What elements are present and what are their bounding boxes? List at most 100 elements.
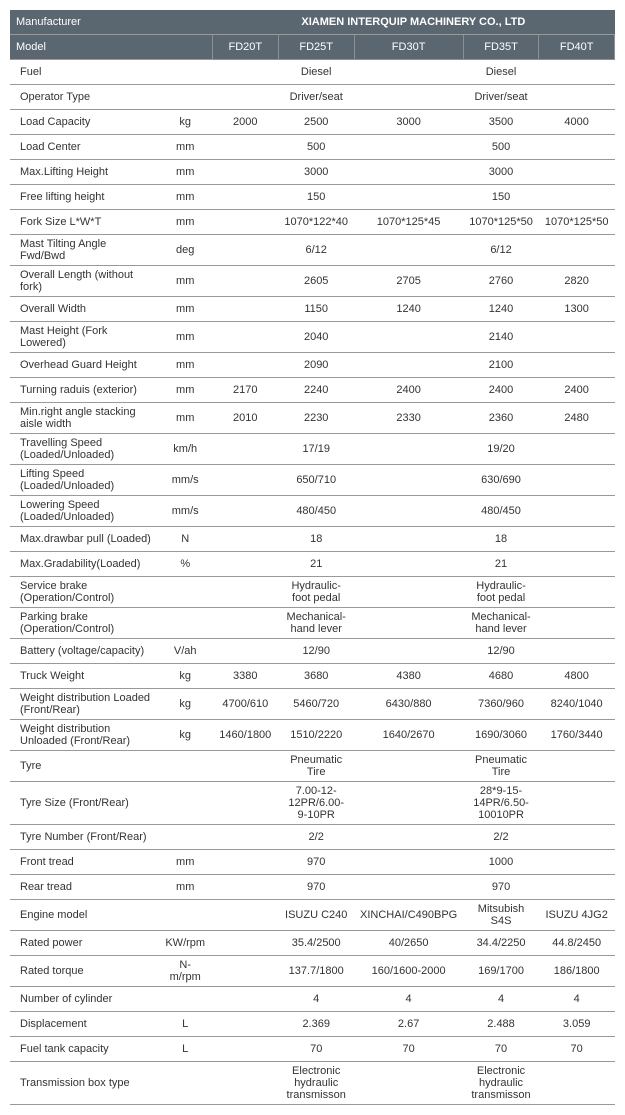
row-value: Driver/seat [278,85,354,110]
row-unit [158,751,212,782]
row-value [354,751,463,782]
table-row: Max.Gradability(Loaded)%2121 [10,552,615,577]
row-value: 4 [278,987,354,1012]
row-unit [158,900,212,931]
row-value: 5460/720 [278,689,354,720]
row-label: Number of cylinder [10,987,158,1012]
row-value: 2000 [212,110,278,135]
row-label: Overhead Guard Height [10,353,158,378]
row-value [539,160,615,185]
row-value [354,496,463,527]
row-value: 3380 [212,664,278,689]
row-value: 7360/960 [463,689,539,720]
row-value: 2010 [212,403,278,434]
row-value: 28*9-15-14PR/6.50-10010PR [463,782,539,825]
row-label: Fuel tank capacity [10,1037,158,1062]
row-value: 3680 [278,664,354,689]
row-value: 3000 [463,160,539,185]
manufacturer-value: XIAMEN INTERQUIP MACHINERY CO., LTD [212,10,614,35]
row-label: Overall Length (without fork) [10,266,158,297]
table-row: Truck Weightkg33803680438046804800 [10,664,615,689]
row-value: 2500 [278,110,354,135]
row-value [539,875,615,900]
table-row: Tyre Size (Front/Rear) 7.00-12-12PR/6.00-… [10,782,615,825]
row-value: Mechanical-hand lever [278,608,354,639]
row-value: 2605 [278,266,354,297]
row-value: 4380 [354,664,463,689]
row-value [354,434,463,465]
table-row: Rear treadmm970970 [10,875,615,900]
row-label: Rear tread [10,875,158,900]
table-row: Lowering Speed (Loaded/Unloaded)mm/s480/… [10,496,615,527]
model-4: FD40T [539,35,615,60]
row-value [354,1062,463,1105]
row-unit: mm [158,378,212,403]
row-value [354,353,463,378]
row-value [539,185,615,210]
row-value [539,85,615,110]
table-row: Engine modelISUZU C240XINCHAI/C490BPGMit… [10,900,615,931]
row-value: 7.00-12-12PR/6.00-9-10PR [278,782,354,825]
model-0: FD20T [212,35,278,60]
table-row: Overall Widthmm1150124012401300 [10,297,615,322]
row-value [354,235,463,266]
row-value: 1510/2220 [278,720,354,751]
row-label: Max.Gradability(Loaded) [10,552,158,577]
row-value [212,900,278,931]
row-value: 2240 [278,378,354,403]
table-row: Min.right angle stacking aisle widthmm20… [10,403,615,434]
row-value: 3000 [354,110,463,135]
row-label: Turning raduis (exterior) [10,378,158,403]
table-row: FuelDieselDiesel [10,60,615,85]
row-unit: mm [158,403,212,434]
row-label: Mast Tilting Angle Fwd/Bwd [10,235,158,266]
row-value [212,160,278,185]
table-row: Service brake (Operation/Control)Hydraul… [10,577,615,608]
row-value: 40/2650 [354,931,463,956]
row-value: 2480 [539,403,615,434]
row-value [354,527,463,552]
row-value: 160/1600-2000 [354,956,463,987]
row-unit: L [158,1012,212,1037]
row-value [212,135,278,160]
row-label: Engine model [10,900,158,931]
table-row: DisplacementL2.3692.672.4883.059 [10,1012,615,1037]
row-value [354,875,463,900]
row-unit: mm/s [158,496,212,527]
row-unit [158,85,212,110]
row-unit: km/h [158,434,212,465]
row-value [354,160,463,185]
row-value: 2.369 [278,1012,354,1037]
row-value: 1640/2670 [354,720,463,751]
row-value: 4 [463,987,539,1012]
row-unit: V/ah [158,639,212,664]
row-label: Rated power [10,931,158,956]
table-row: Travelling Speed (Loaded/Unloaded)km/h17… [10,434,615,465]
row-value [212,322,278,353]
table-row: Number of cylinder4444 [10,987,615,1012]
row-value: Diesel [278,60,354,85]
row-value: 4 [539,987,615,1012]
row-value: 1760/3440 [539,720,615,751]
row-value [354,322,463,353]
row-value: 480/450 [463,496,539,527]
row-value [354,185,463,210]
row-value: Hydraulic-foot pedal [278,577,354,608]
row-value: 21 [463,552,539,577]
row-value [212,210,278,235]
row-label: Tyre Size (Front/Rear) [10,782,158,825]
row-value: 2140 [463,322,539,353]
row-unit: mm [158,266,212,297]
row-value [539,465,615,496]
row-value: 4680 [463,664,539,689]
row-value: 6430/880 [354,689,463,720]
manufacturer-label: Manufacturer [10,10,158,35]
row-value: 4700/610 [212,689,278,720]
row-value: 2170 [212,378,278,403]
row-value: 35.4/2500 [278,931,354,956]
row-unit: % [158,552,212,577]
row-value: 500 [278,135,354,160]
row-value: 1070*125*50 [463,210,539,235]
row-unit: L [158,1037,212,1062]
row-label: Free lifting height [10,185,158,210]
